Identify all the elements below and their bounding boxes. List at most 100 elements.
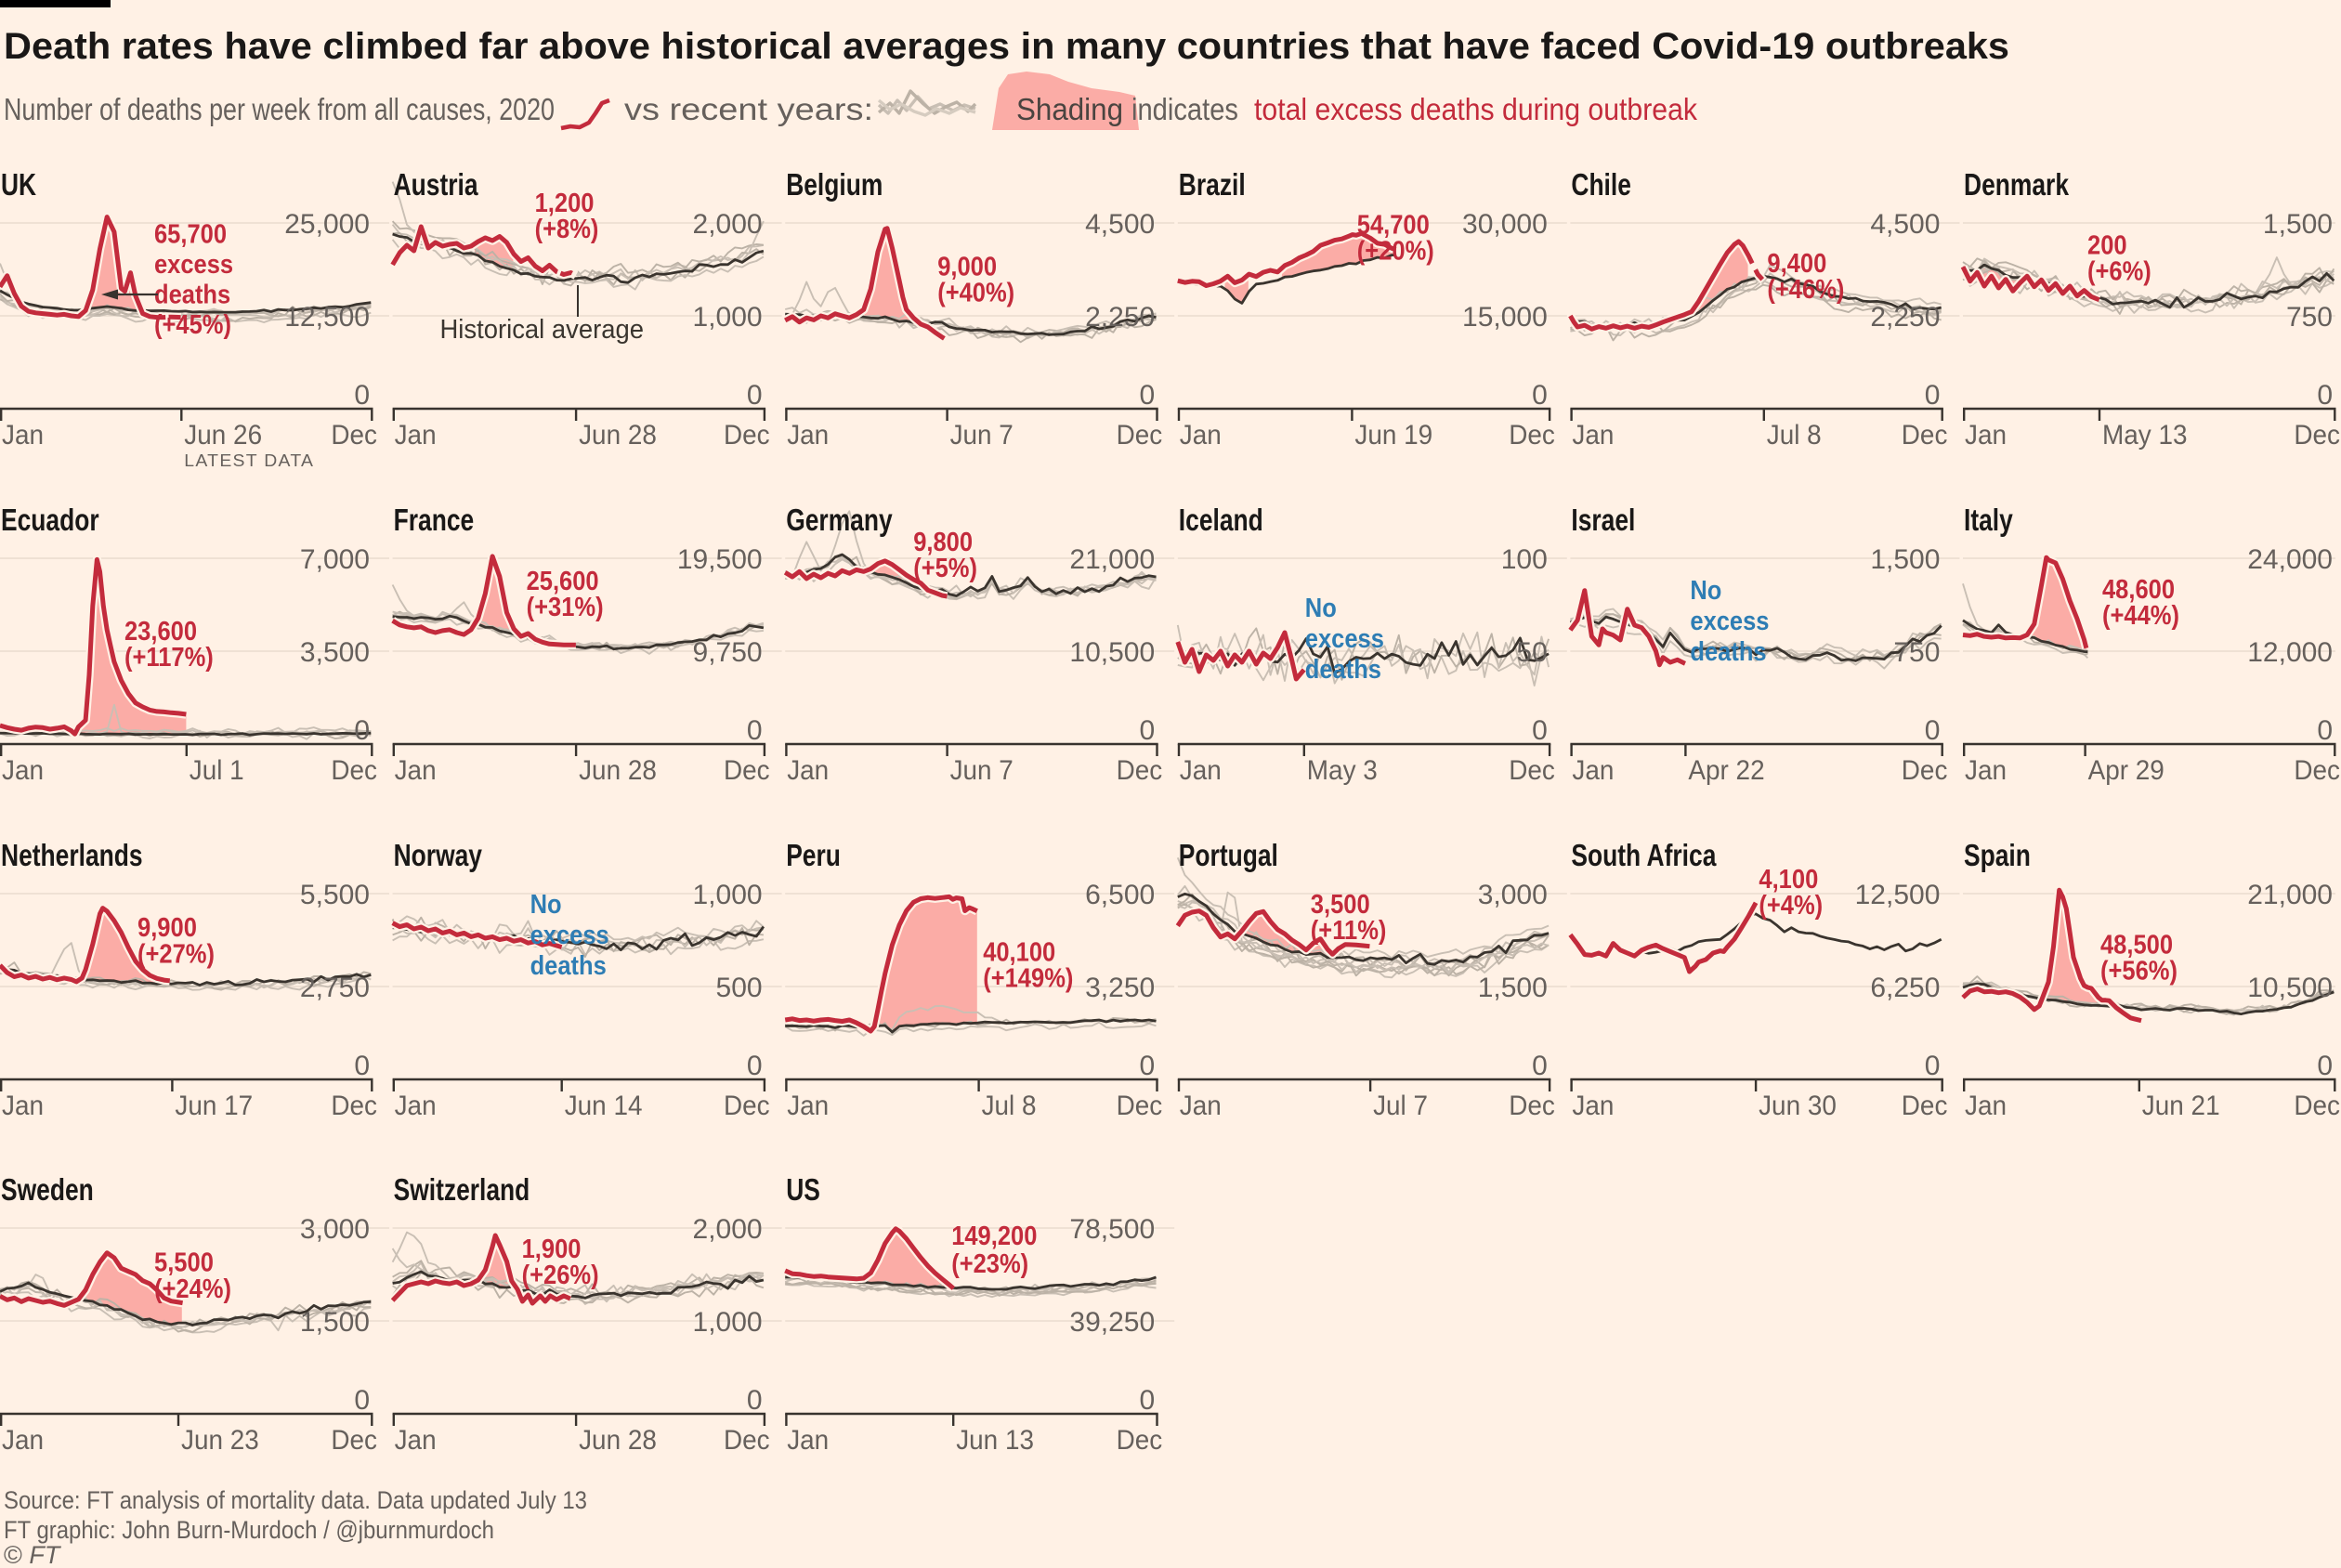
svg-text:(+56%): (+56%) (2100, 957, 2178, 987)
svg-text:0: 0 (1140, 380, 1156, 411)
svg-text:4,500: 4,500 (1085, 209, 1155, 240)
svg-text:deaths: deaths (1690, 637, 1766, 667)
svg-text:6,500: 6,500 (1085, 880, 1155, 910)
svg-text:0: 0 (354, 715, 370, 746)
svg-text:No: No (1305, 594, 1337, 623)
svg-text:Sweden: Sweden (1, 1172, 94, 1207)
svg-text:750: 750 (1893, 637, 1940, 668)
svg-text:12,500: 12,500 (1855, 880, 1941, 910)
svg-text:0: 0 (1925, 1051, 1941, 1081)
svg-text:0: 0 (2317, 380, 2333, 411)
svg-text:Norway: Norway (394, 838, 483, 872)
svg-text:Jan: Jan (395, 755, 437, 786)
svg-text:1,000: 1,000 (693, 1307, 763, 1338)
svg-text:30,000: 30,000 (1462, 209, 1548, 240)
svg-text:Apr 22: Apr 22 (1688, 755, 1764, 786)
svg-text:0: 0 (354, 1051, 370, 1081)
svg-text:0: 0 (1925, 715, 1941, 746)
svg-text:4,100: 4,100 (1759, 865, 1818, 895)
svg-text:25,600: 25,600 (527, 567, 599, 596)
svg-text:(+31%): (+31%) (527, 593, 604, 622)
svg-text:deaths: deaths (154, 281, 230, 310)
svg-text:0: 0 (747, 1051, 763, 1081)
svg-text:Jul 8: Jul 8 (1767, 420, 1822, 451)
svg-text:15,000: 15,000 (1462, 302, 1548, 333)
svg-text:Jan: Jan (395, 1425, 437, 1456)
svg-text:Jan: Jan (1180, 420, 1222, 451)
svg-text:(+5%): (+5%) (913, 554, 977, 583)
svg-text:9,900: 9,900 (137, 913, 197, 943)
svg-text:Denmark: Denmark (1964, 167, 2070, 202)
svg-text:0: 0 (354, 1385, 370, 1416)
svg-text:excess: excess (1305, 624, 1384, 654)
svg-text:Italy: Italy (1964, 503, 2013, 537)
svg-text:Belgium: Belgium (786, 167, 883, 202)
svg-text:0: 0 (354, 380, 370, 411)
svg-text:23,600: 23,600 (124, 617, 197, 647)
svg-text:Jun 13: Jun 13 (956, 1425, 1034, 1456)
svg-text:Dec: Dec (724, 1091, 770, 1121)
svg-text:Jan: Jan (787, 755, 829, 786)
svg-text:Number of deaths per week from: Number of deaths per week from all cause… (4, 92, 555, 126)
svg-text:excess: excess (1690, 607, 1769, 636)
svg-text:19,500: 19,500 (677, 544, 763, 575)
svg-text:25,000: 25,000 (284, 209, 370, 240)
svg-text:Jun 7: Jun 7 (950, 420, 1014, 451)
svg-text:(+24%): (+24%) (154, 1274, 231, 1304)
svg-text:12,500: 12,500 (284, 302, 370, 333)
svg-text:21,000: 21,000 (1069, 544, 1155, 575)
svg-text:Dec: Dec (2294, 755, 2340, 786)
svg-text:Chile: Chile (1571, 167, 1631, 202)
svg-text:6,250: 6,250 (1870, 973, 1940, 1003)
svg-text:1,500: 1,500 (1870, 544, 1940, 575)
svg-text:0: 0 (1925, 380, 1941, 411)
svg-text:9,000: 9,000 (937, 253, 997, 282)
svg-text:50: 50 (1516, 637, 1547, 668)
svg-text:0: 0 (1532, 380, 1548, 411)
svg-text:Dec: Dec (2294, 420, 2340, 451)
svg-text:Jun 26: Jun 26 (184, 420, 262, 451)
svg-text:3,500: 3,500 (1311, 890, 1370, 920)
svg-text:5,500: 5,500 (300, 880, 370, 910)
svg-text:149,200: 149,200 (951, 1222, 1037, 1251)
svg-text:2,750: 2,750 (300, 973, 370, 1003)
svg-text:(+11%): (+11%) (1311, 916, 1387, 946)
svg-text:Jun 28: Jun 28 (579, 755, 657, 786)
svg-text:(+26%): (+26%) (522, 1261, 599, 1290)
svg-text:No: No (1690, 576, 1721, 606)
svg-text:(+20%): (+20%) (1357, 237, 1434, 267)
svg-text:Israel: Israel (1571, 503, 1635, 537)
svg-text:100: 100 (1501, 544, 1548, 575)
svg-text:Jan: Jan (2, 1091, 44, 1121)
svg-text:0: 0 (747, 1385, 763, 1416)
svg-text:500: 500 (716, 973, 763, 1003)
svg-text:Jan: Jan (1572, 755, 1614, 786)
svg-text:Jan: Jan (1572, 1091, 1614, 1121)
svg-text:Dec: Dec (724, 755, 770, 786)
svg-text:South Africa: South Africa (1571, 838, 1717, 872)
svg-text:(+45%): (+45%) (154, 310, 231, 340)
svg-text:Jan: Jan (787, 1091, 829, 1121)
svg-text:Jan: Jan (1965, 755, 2007, 786)
svg-text:Switzerland: Switzerland (394, 1172, 530, 1207)
svg-text:9,800: 9,800 (913, 528, 973, 557)
svg-text:54,700: 54,700 (1357, 211, 1430, 241)
svg-text:Jun 19: Jun 19 (1354, 420, 1432, 451)
svg-text:Jan: Jan (1965, 1091, 2007, 1121)
svg-text:(+44%): (+44%) (2102, 601, 2179, 631)
svg-text:Dec: Dec (331, 1091, 377, 1121)
svg-text:10,500: 10,500 (1069, 637, 1155, 668)
svg-text:1,500: 1,500 (1478, 973, 1548, 1003)
svg-text:Jan: Jan (1180, 755, 1222, 786)
svg-text:Death rates have climbed far a: Death rates have climbed far above histo… (4, 26, 2009, 67)
svg-text:7,000: 7,000 (300, 544, 370, 575)
svg-text:3,500: 3,500 (300, 637, 370, 668)
svg-text:total excess deaths during out: total excess deaths during outbreak (1254, 92, 1697, 126)
svg-text:1,200: 1,200 (535, 189, 595, 218)
svg-text:(+4%): (+4%) (1759, 891, 1823, 921)
svg-text:Jan: Jan (1180, 1091, 1222, 1121)
svg-text:(+27%): (+27%) (137, 940, 215, 970)
svg-text:indicates: indicates (1131, 92, 1238, 126)
svg-text:Jun 14: Jun 14 (565, 1091, 643, 1121)
svg-text:2,250: 2,250 (1870, 302, 1940, 333)
